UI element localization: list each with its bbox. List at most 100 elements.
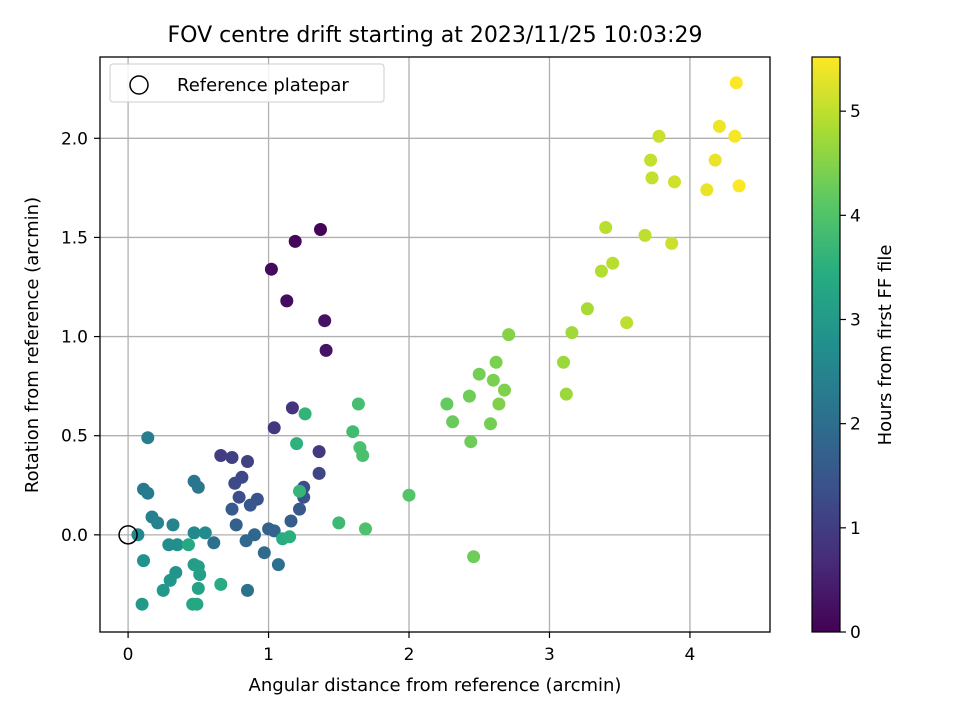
data-point (280, 294, 294, 308)
data-point (190, 597, 204, 611)
data-point (283, 530, 297, 544)
data-points (131, 76, 746, 611)
data-point (267, 524, 281, 538)
data-point (599, 221, 613, 234)
data-point (298, 407, 312, 421)
plot-frame (99, 56, 771, 633)
data-point (565, 326, 579, 340)
data-point (467, 550, 481, 564)
x-axis-ticks: 0 1 2 3 4 (123, 632, 695, 665)
data-point (732, 179, 746, 193)
data-point (644, 153, 658, 167)
data-point (285, 401, 299, 415)
colorbar: 0 1 2 3 4 5 Hours from first FF file (811, 56, 896, 643)
x-tick-label-0: 0 (123, 645, 134, 665)
data-point (241, 455, 254, 468)
data-point (267, 421, 281, 435)
colorbar-tick-label-3: 3 (850, 311, 861, 331)
colorbar-gradient (812, 57, 840, 632)
y-tick-label-2: 1.0 (61, 328, 88, 348)
data-point (239, 534, 253, 548)
data-point (462, 389, 476, 403)
legend: Reference platepar (109, 63, 385, 103)
data-point (151, 516, 165, 530)
data-point (156, 583, 170, 597)
data-point (225, 502, 239, 516)
data-point (620, 316, 634, 330)
data-point (402, 488, 416, 502)
data-point (170, 538, 184, 552)
data-point (243, 498, 257, 512)
reference-platepar-marker (118, 525, 138, 545)
data-point (645, 171, 659, 185)
data-point (319, 343, 333, 357)
reference-marker-layer (118, 525, 138, 545)
data-point (241, 583, 254, 597)
data-point (187, 526, 201, 540)
data-point (472, 367, 486, 381)
data-point (318, 314, 332, 328)
data-point (359, 522, 372, 536)
data-point (557, 355, 570, 369)
data-point (486, 373, 500, 387)
data-point (232, 490, 246, 504)
y-axis-label: Rotation from reference (arcmin) (22, 197, 43, 493)
data-point (489, 355, 503, 369)
data-point (440, 397, 454, 411)
data-point (293, 484, 306, 498)
data-point (214, 577, 228, 591)
data-point (484, 417, 497, 431)
colorbar-tick-label-2: 2 (850, 415, 861, 435)
colorbar-ticks: 0 1 2 3 4 5 (840, 102, 861, 643)
data-point (464, 435, 478, 449)
data-point (559, 387, 573, 401)
colorbar-tick-label-1: 1 (850, 519, 861, 539)
data-point (652, 129, 666, 143)
plot-area: 0 1 2 3 4 0.0 0.5 1.0 1.5 2.0 (61, 56, 771, 665)
data-point (271, 558, 285, 572)
x-tick-label-1: 1 (263, 645, 274, 665)
colorbar-tick-label-0: 0 (850, 623, 861, 643)
data-point (135, 597, 149, 611)
data-point (214, 449, 228, 462)
x-tick-label-3: 3 (544, 645, 555, 665)
chart-title: FOV centre drift starting at 2023/11/25 … (168, 23, 703, 48)
data-point (638, 228, 652, 242)
data-point (351, 397, 365, 411)
legend-reference-marker (129, 75, 149, 95)
data-point (729, 76, 743, 90)
data-point (229, 518, 243, 532)
data-point (141, 431, 155, 445)
data-point (332, 516, 346, 530)
data-point (606, 256, 620, 270)
x-tick-label-2: 2 (404, 645, 415, 665)
data-point (712, 119, 726, 133)
data-point (193, 568, 207, 581)
y-axis-ticks: 0.0 0.5 1.0 1.5 2.0 (61, 129, 100, 546)
x-axis-label: Angular distance from reference (arcmin) (249, 675, 622, 696)
data-point (346, 425, 360, 439)
y-tick-label-0: 0.0 (61, 526, 88, 546)
data-point (728, 129, 742, 143)
data-point (498, 383, 511, 397)
data-point (182, 538, 195, 552)
data-point (665, 236, 679, 250)
data-point (137, 554, 150, 568)
y-tick-label-4: 2.0 (61, 129, 88, 149)
colorbar-frame (811, 56, 841, 633)
data-point (166, 518, 180, 532)
data-point (502, 328, 516, 342)
data-point (191, 581, 205, 595)
data-point (356, 449, 370, 462)
data-point (225, 451, 239, 464)
y-tick-label-1: 0.5 (61, 427, 88, 447)
data-point (264, 262, 278, 276)
data-point (131, 528, 145, 542)
data-point (314, 223, 327, 236)
y-tick-label-3: 1.5 (61, 228, 88, 248)
data-point (198, 526, 212, 540)
data-point (312, 445, 326, 459)
data-point (284, 514, 298, 528)
data-point (700, 183, 714, 197)
